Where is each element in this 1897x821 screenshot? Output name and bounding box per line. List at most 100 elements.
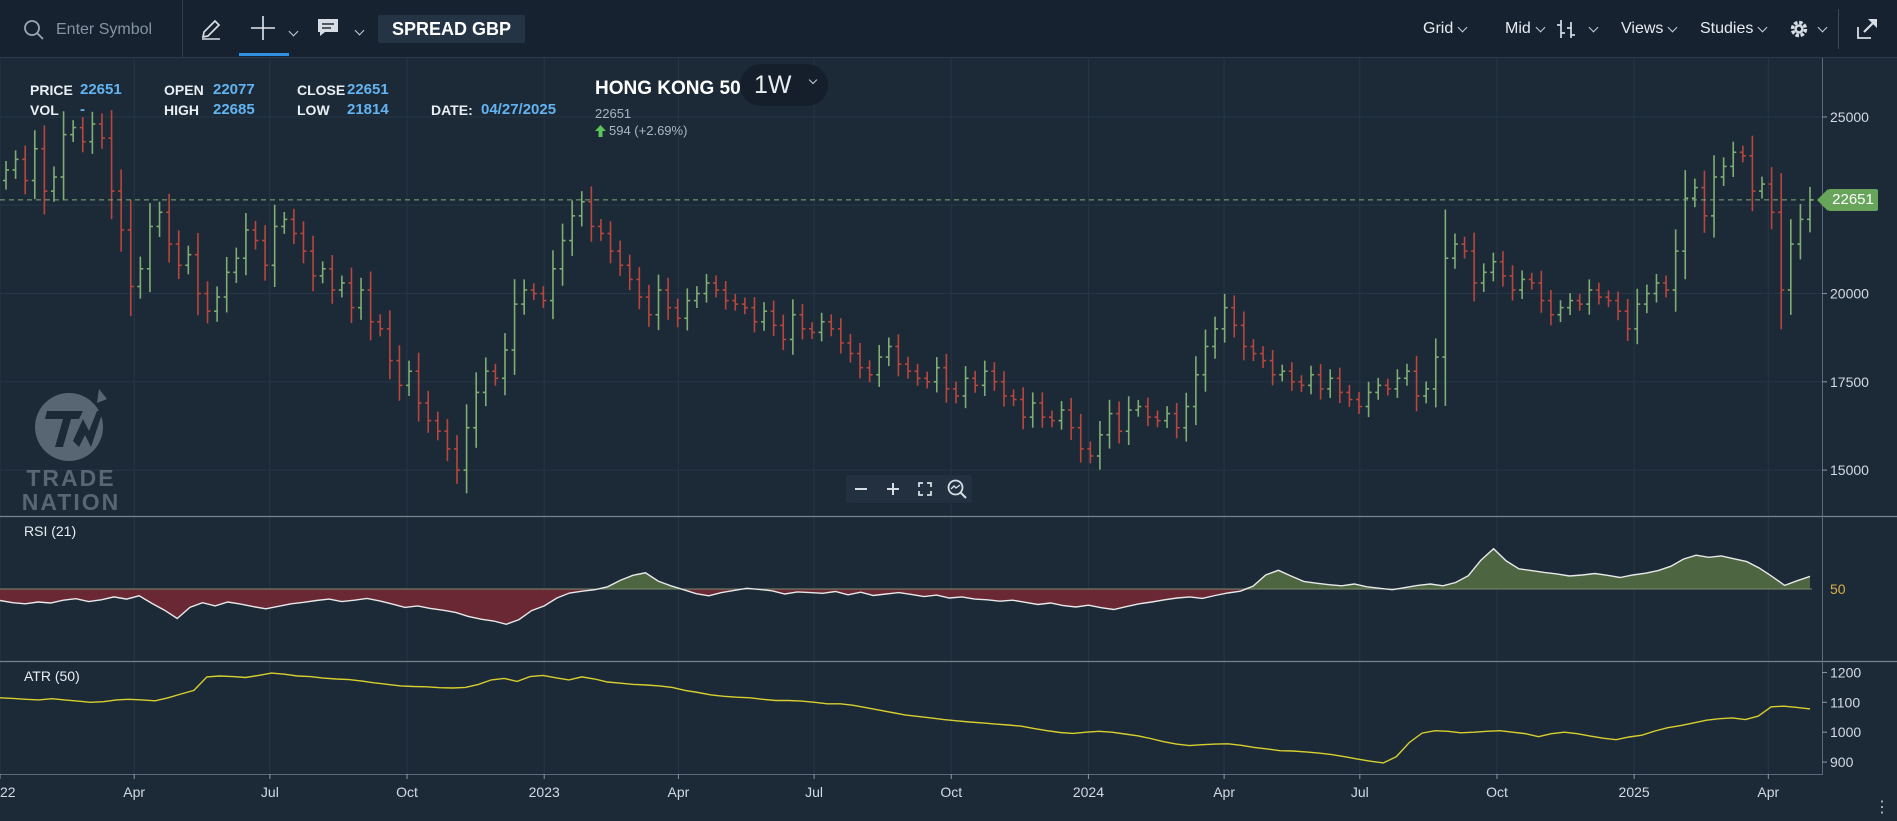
ohlc-bar xyxy=(818,312,825,342)
gear-icon xyxy=(1790,20,1808,38)
minus-icon xyxy=(855,488,867,490)
crosshair-tool[interactable] xyxy=(250,15,299,45)
chart-area[interactable]: 15000 17500 20000 25000 50 900 1000 1100 1200 20… xyxy=(0,58,1897,821)
ohlc-bar xyxy=(1250,339,1257,361)
search-icon[interactable] xyxy=(23,19,45,41)
more-options-icon[interactable]: ⋮ xyxy=(1874,799,1890,816)
ohlc-bar xyxy=(626,254,633,290)
ohlc-bar xyxy=(1000,371,1007,407)
grid-menu[interactable]: Grid xyxy=(1423,0,1468,58)
x-axis-label: Oct xyxy=(396,784,418,800)
ohlc-bar xyxy=(338,275,345,298)
ohlc-bar xyxy=(1720,157,1727,187)
fullscreen-button[interactable] xyxy=(910,475,940,503)
ohlc-bar xyxy=(1807,186,1813,233)
ohlc-bar xyxy=(1048,410,1055,428)
instrument-title: HONG KONG 50 xyxy=(595,78,741,99)
price-series xyxy=(0,110,1818,494)
x-axis-label: Apr xyxy=(123,784,145,800)
ohlc-bar xyxy=(1375,377,1382,400)
settings-menu[interactable] xyxy=(1788,0,1828,58)
ohlc-bar xyxy=(1356,392,1362,414)
ohlc-bar xyxy=(406,360,413,396)
price-value: 22651 xyxy=(80,81,122,98)
timeframe-selector[interactable] xyxy=(740,64,828,106)
zoom-out-button[interactable] xyxy=(846,475,876,503)
date-label: DATE: xyxy=(431,102,473,118)
ohlc-bar xyxy=(1288,362,1295,391)
ohlc-bar xyxy=(1212,316,1219,359)
x-axis-label: Apr xyxy=(1213,784,1235,800)
ohlc-bar xyxy=(127,200,134,317)
chevron-down-icon xyxy=(354,25,365,36)
rsi-oversold-fill xyxy=(0,589,1810,625)
studies-menu[interactable]: Studies xyxy=(1700,0,1768,58)
views-menu[interactable]: Views xyxy=(1621,0,1678,58)
instrument-price: 22651 xyxy=(595,106,632,121)
ohlc-bar xyxy=(223,256,230,313)
ohlc-bar xyxy=(79,116,86,153)
ohlc-bar xyxy=(1787,219,1794,315)
ohlc-bar xyxy=(1154,410,1161,428)
ohlc-bar xyxy=(559,223,566,286)
ohlc-bar xyxy=(396,345,403,401)
ohlc-bar xyxy=(1221,293,1228,343)
share-icon[interactable] xyxy=(1854,15,1882,43)
atr-pane-label: ATR (50) xyxy=(24,668,80,684)
ohlc-bar xyxy=(1336,367,1343,403)
ohlc-bar xyxy=(1538,270,1545,313)
ohlc-bar xyxy=(972,370,979,393)
ohlc-bar xyxy=(1672,229,1679,312)
zoom-in-button[interactable] xyxy=(878,475,908,503)
ohlc-bar xyxy=(1106,399,1113,449)
ohlc-bar xyxy=(146,203,153,293)
zoom-reset-button[interactable] xyxy=(942,475,972,503)
ohlc-bar xyxy=(1279,364,1286,382)
magnifier-chart-icon xyxy=(947,479,967,499)
ohlc-bar xyxy=(837,318,844,354)
ohlc-bar xyxy=(943,353,950,403)
ohlc-bar xyxy=(166,193,173,263)
x-axis-label: Oct xyxy=(940,784,962,800)
ohlc-bar xyxy=(991,362,998,391)
comment-tool[interactable] xyxy=(316,17,365,43)
ohlc-bar xyxy=(1087,441,1094,464)
logo-text-line1: TRADE xyxy=(26,465,116,491)
pencil-icon[interactable] xyxy=(199,17,223,41)
ohlc-bar xyxy=(1135,399,1142,417)
ohlc-bar xyxy=(722,280,729,310)
price-tick-label: 25000 xyxy=(1830,109,1869,125)
ohlc-bar xyxy=(1308,365,1315,395)
chevron-down-icon xyxy=(1535,22,1546,33)
ohlc-bar xyxy=(952,381,959,404)
chart-type-menu[interactable] xyxy=(1556,0,1599,58)
ohlc-bar xyxy=(1595,282,1602,305)
chevron-down-icon xyxy=(288,26,299,37)
ohlc-bar xyxy=(1125,396,1132,446)
search-input[interactable] xyxy=(56,19,176,41)
ohlc-bar xyxy=(511,279,518,375)
ohlc-bar xyxy=(271,204,278,287)
ohlc-bar xyxy=(194,232,201,316)
ohlc-bar xyxy=(1759,176,1766,199)
symbol-search-box[interactable] xyxy=(0,0,183,58)
x-axis-label: 2024 xyxy=(1073,784,1104,800)
mid-price-menu[interactable]: Mid xyxy=(1505,0,1546,58)
ohlc-bar xyxy=(1653,273,1660,303)
ohlc-bar xyxy=(665,277,672,320)
ohlc-bar xyxy=(118,169,125,252)
ohlc-bar xyxy=(1116,401,1123,444)
top-toolbar: SPREAD GBP Grid Mid Views Studies xyxy=(0,0,1897,58)
ohlc-bar xyxy=(290,208,297,245)
atr-tick-label: 1000 xyxy=(1830,724,1861,740)
instrument-change: 594 (+2.69%) xyxy=(609,123,688,138)
ohlc-bar xyxy=(895,334,902,377)
ohlc-bar xyxy=(12,150,19,179)
ohlc-bar xyxy=(732,293,739,311)
ohlc-bar xyxy=(1231,295,1238,338)
ohlc-bar xyxy=(914,363,921,386)
ohlc-bar xyxy=(780,314,787,351)
ohlc-bar xyxy=(799,304,806,340)
last-price-tag: 22651 xyxy=(1828,188,1878,211)
chart-type-icon xyxy=(1557,20,1575,38)
